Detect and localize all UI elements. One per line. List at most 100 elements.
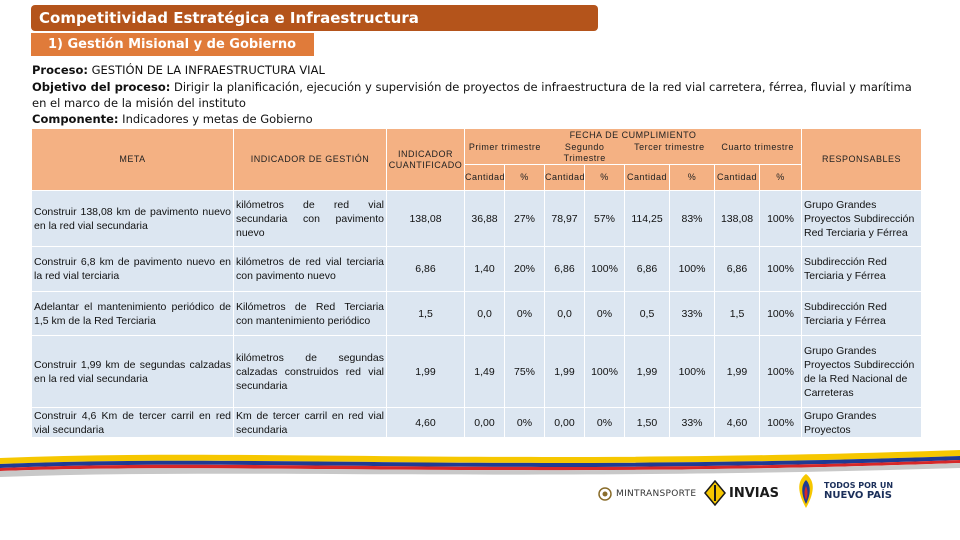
indicador-cell: Km de tercer carril en red vial secundar… xyxy=(233,407,387,438)
header-responsables: RESPONSABLES xyxy=(801,128,922,191)
meta-cell: Construir 1,99 km de segundas calzadas e… xyxy=(31,335,234,408)
q1-pct-cell: 20% xyxy=(504,246,545,292)
header-indicador-gestion: INDICADOR DE GESTIÓN xyxy=(233,128,387,191)
q2-pct-cell: 100% xyxy=(584,246,625,292)
q1-pct-cell: 75% xyxy=(504,335,545,408)
trimestre-row: Primer trimestre Segundo Trimestre Terce… xyxy=(466,142,801,164)
table-row: Construir 138,08 km de pavimento nuevo e… xyxy=(31,190,922,247)
cuantificado-cell: 6,86 xyxy=(386,246,465,292)
header-primer: Primer trimestre xyxy=(468,142,541,152)
coat-of-arms-icon xyxy=(598,487,612,501)
q1-cantidad-cell: 1,49 xyxy=(464,335,505,408)
componente-value: Indicadores y metas de Gobierno xyxy=(118,112,313,126)
responsables-cell: Grupo Grandes Proyectos Subdirección Red… xyxy=(801,190,922,247)
meta-cell: Construir 4,6 Km de tercer carril en red… xyxy=(31,407,234,438)
q4-cantidad-cell: 4,60 xyxy=(714,407,760,438)
invias-text: INVIAS xyxy=(729,485,780,501)
q3-pct-cell: 83% xyxy=(669,190,715,247)
dove-icon xyxy=(799,474,813,508)
header-q4-pct: % xyxy=(759,164,802,191)
header-indicador-cuantificado: INDICADOR CUANTIFICADO xyxy=(386,128,465,191)
q3-pct-cell: 33% xyxy=(669,407,715,438)
q3-cantidad-cell: 0,5 xyxy=(624,291,670,336)
header-meta: META xyxy=(31,128,234,191)
mintransporte-logo: MINTRANSPORTE xyxy=(598,486,696,502)
proceso-value: GESTIÓN DE LA INFRAESTRUCTURA VIAL xyxy=(87,63,325,77)
header-cuarto: Cuarto trimestre xyxy=(721,142,794,152)
q1-cantidad-cell: 36,88 xyxy=(464,190,505,247)
q2-cantidad-cell: 0,00 xyxy=(544,407,585,438)
header-fecha: FECHA DE CUMPLIMIENTO Primer trimestre S… xyxy=(464,128,802,165)
cuantificado-cell: 138,08 xyxy=(386,190,465,247)
header-tercer: Tercer trimestre xyxy=(634,142,705,152)
q4-pct-cell: 100% xyxy=(759,190,802,247)
header-q4-cantidad: Cantidad xyxy=(714,164,760,191)
q3-cantidad-cell: 114,25 xyxy=(624,190,670,247)
indicators-table: META INDICADOR DE GESTIÓN INDICADOR CUAN… xyxy=(31,128,922,438)
header-q1-cantidad: Cantidad xyxy=(464,164,505,191)
q1-pct-cell: 27% xyxy=(504,190,545,247)
q3-pct-cell: 100% xyxy=(669,246,715,292)
q2-cantidad-cell: 1,99 xyxy=(544,335,585,408)
q4-cantidad-cell: 1,99 xyxy=(714,335,760,408)
q4-pct-cell: 100% xyxy=(759,291,802,336)
q2-pct-cell: 0% xyxy=(584,407,625,438)
q1-pct-cell: 0% xyxy=(504,291,545,336)
section-subtitle: 1) Gestión Misional y de Gobierno xyxy=(31,33,314,56)
proceso-label: Proceso: xyxy=(32,63,88,77)
header-q2-cantidad: Cantidad xyxy=(544,164,585,191)
table-row: Construir 4,6 Km de tercer carril en red… xyxy=(31,407,922,438)
header-q2-pct: % xyxy=(584,164,625,191)
slide-title: Competitividad Estratégica e Infraestruc… xyxy=(31,5,598,31)
header-q3-cantidad: Cantidad xyxy=(624,164,670,191)
q3-pct-cell: 100% xyxy=(669,335,715,408)
objetivo-value: Dirigir la planificación, ejecución y su… xyxy=(32,80,912,110)
q1-pct-cell: 0% xyxy=(504,407,545,438)
cuantificado-cell: 4,60 xyxy=(386,407,465,438)
responsables-cell: Grupo Grandes Proyectos xyxy=(801,407,922,438)
table-row: Construir 6,8 km de pavimento nuevo en l… xyxy=(31,246,922,292)
q4-cantidad-cell: 1,5 xyxy=(714,291,760,336)
q2-pct-cell: 0% xyxy=(584,291,625,336)
meta-cell: Construir 138,08 km de pavimento nuevo e… xyxy=(31,190,234,247)
q3-pct-cell: 33% xyxy=(669,291,715,336)
q2-cantidad-cell: 78,97 xyxy=(544,190,585,247)
q4-pct-cell: 100% xyxy=(759,246,802,292)
table-row: Construir 1,99 km de segundas calzadas e… xyxy=(31,335,922,408)
todos-por-un-nuevo-pais-logo: TODOS POR UN NUEVO PAÍS xyxy=(792,470,893,512)
objetivo-line: Objetivo del proceso: Dirigir la planifi… xyxy=(32,79,922,111)
invias-emblem-icon xyxy=(704,480,726,506)
q4-pct-cell: 100% xyxy=(759,407,802,438)
q2-pct-cell: 100% xyxy=(584,335,625,408)
q2-cantidad-cell: 0,0 xyxy=(544,291,585,336)
q4-cantidad-cell: 6,86 xyxy=(714,246,760,292)
cuantificado-cell: 1,5 xyxy=(386,291,465,336)
cuantificado-cell: 1,99 xyxy=(386,335,465,408)
responsables-cell: Grupo Grandes Proyectos Subdirección de … xyxy=(801,335,922,408)
flag-stripe-decoration xyxy=(0,450,960,477)
q4-cantidad-cell: 138,08 xyxy=(714,190,760,247)
meta-cell: Construir 6,8 km de pavimento nuevo en l… xyxy=(31,246,234,292)
indicador-cell: Kilómetros de Red Terciaria con mantenim… xyxy=(233,291,387,336)
q3-cantidad-cell: 1,99 xyxy=(624,335,670,408)
header-q3-pct: % xyxy=(669,164,715,191)
q3-cantidad-cell: 6,86 xyxy=(624,246,670,292)
componente-line: Componente: Indicadores y metas de Gobie… xyxy=(32,111,922,127)
objetivo-label: Objetivo del proceso: xyxy=(32,80,171,94)
todos-text: TODOS POR UN NUEVO PAÍS xyxy=(824,481,893,501)
header-fecha-label: FECHA DE CUMPLIMIENTO xyxy=(569,130,697,140)
meta-cell: Adelantar el mantenimiento periódico de … xyxy=(31,291,234,336)
q2-pct-cell: 57% xyxy=(584,190,625,247)
table-row: Adelantar el mantenimiento periódico de … xyxy=(31,291,922,336)
q4-pct-cell: 100% xyxy=(759,335,802,408)
q1-cantidad-cell: 0,0 xyxy=(464,291,505,336)
responsables-cell: Subdirección Red Terciaria y Férrea xyxy=(801,246,922,292)
q2-cantidad-cell: 6,86 xyxy=(544,246,585,292)
indicador-cell: kilómetros de red vial secundaria con pa… xyxy=(233,190,387,247)
responsables-cell: Subdirección Red Terciaria y Férrea xyxy=(801,291,922,336)
mintransporte-text: MINTRANSPORTE xyxy=(616,489,697,499)
header-q1-pct: % xyxy=(504,164,545,191)
componente-label: Componente: xyxy=(32,112,119,126)
q3-cantidad-cell: 1,50 xyxy=(624,407,670,438)
todos-line2: NUEVO PAÍS xyxy=(824,490,892,501)
